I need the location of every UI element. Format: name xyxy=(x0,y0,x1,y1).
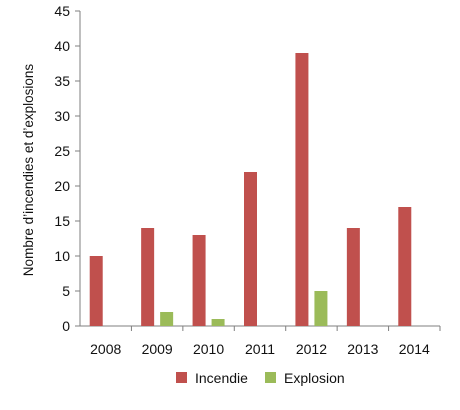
bar-incendie-2013 xyxy=(346,228,360,326)
y-tick-label: 5 xyxy=(62,283,70,299)
y-tick-label: 45 xyxy=(54,3,70,19)
x-tick-label: 2008 xyxy=(90,341,121,357)
y-tick-label: 20 xyxy=(54,178,70,194)
bar-incendie-2008 xyxy=(89,256,103,326)
x-tick-label: 2010 xyxy=(193,341,224,357)
legend-swatch-incendie xyxy=(176,372,187,383)
y-axis-title: Nombre d’incendies et d’explosions xyxy=(21,64,36,277)
bar-incendie-2011 xyxy=(244,172,257,326)
y-tick-label: 40 xyxy=(54,38,70,54)
plot-area: 0 5 10 15 20 25 30 35 40 45 2008 2009 2010 2011 2012 20… xyxy=(54,3,441,357)
y-tick-label: 15 xyxy=(54,213,70,229)
y-tick-label: 10 xyxy=(54,248,70,264)
legend-label-incendie: Incendie xyxy=(195,370,248,386)
bar-explosion-2012 xyxy=(314,291,328,326)
y-tick-label: 25 xyxy=(54,143,70,159)
y-tick-label: 0 xyxy=(62,318,70,334)
legend-label-explosion: Explosion xyxy=(284,370,345,386)
x-tick-label: 2013 xyxy=(347,341,378,357)
y-tick-label: 35 xyxy=(54,73,70,89)
y-tick-label: 30 xyxy=(54,108,70,124)
legend-swatch-explosion xyxy=(265,372,276,383)
bar-explosion-2009 xyxy=(160,312,174,326)
bar-incendie-2010 xyxy=(192,235,206,326)
legend: Incendie Explosion xyxy=(176,370,345,386)
x-tick-label: 2009 xyxy=(142,341,173,357)
bar-incendie-2014 xyxy=(398,207,412,326)
bar-incendie-2012 xyxy=(295,53,309,326)
bar-incendie-2009 xyxy=(141,228,155,326)
bar-explosion-2010 xyxy=(211,319,225,326)
x-tick-label: 2011 xyxy=(245,341,275,357)
x-tick-label: 2012 xyxy=(296,341,327,357)
x-tick-label: 2014 xyxy=(399,341,430,357)
